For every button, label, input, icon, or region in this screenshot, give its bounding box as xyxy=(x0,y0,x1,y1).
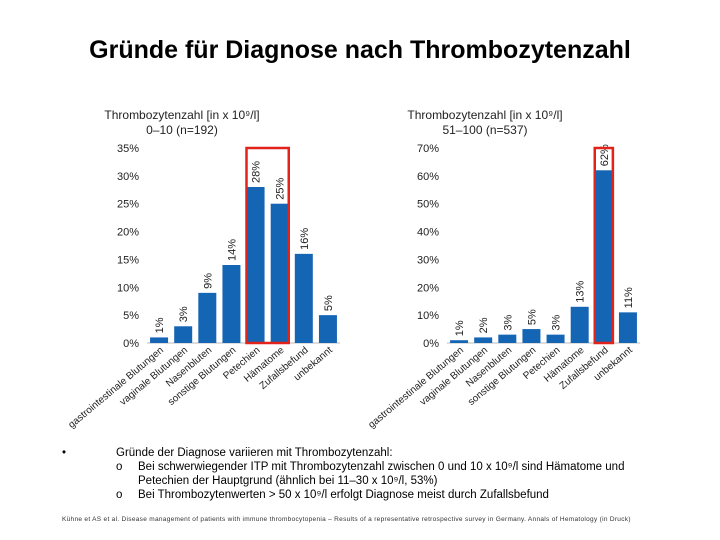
y-tick-label: 30% xyxy=(117,171,139,183)
data-label: 1% xyxy=(154,317,166,333)
bar xyxy=(174,326,193,343)
bar xyxy=(618,312,637,343)
y-tick-label: 20% xyxy=(117,227,139,239)
data-label: 5% xyxy=(323,295,335,311)
y-tick-label: 25% xyxy=(117,199,139,211)
data-label: 3% xyxy=(502,315,514,331)
y-tick-label: 50% xyxy=(417,199,439,211)
notes-main: Gründe der Diagnose variieren mit Thromb… xyxy=(116,447,393,459)
notes-sub-text: Bei schwerwiegender ITP mit Thrombozyten… xyxy=(138,461,625,487)
notes: • Gründe der Diagnose variieren mit Thro… xyxy=(62,446,662,502)
bar xyxy=(222,265,241,343)
y-tick-label: 5% xyxy=(123,310,139,322)
y-tick-label: 35% xyxy=(117,143,139,155)
data-label: 11% xyxy=(623,287,635,308)
slide-title: Gründe für Diagnose nach Thrombozytenzah… xyxy=(89,36,631,64)
bullet-icon: • xyxy=(62,447,67,459)
chart-1-title: Thrombozytenzahl [in x 10⁹/l] 0–10 (n=19… xyxy=(92,108,272,138)
chart-2-title-line1: Thrombozytenzahl [in x 10⁹/l] xyxy=(407,108,563,122)
bar xyxy=(474,337,493,343)
bar xyxy=(498,334,517,343)
footer-citation: Kühne et AS et al. Disease management of… xyxy=(62,516,631,523)
bar xyxy=(594,170,613,343)
data-label: 16% xyxy=(299,228,311,250)
chart-2-title-line2: 51–100 (n=537) xyxy=(442,123,528,137)
chart-1-title-line2: 0–10 (n=192) xyxy=(146,123,218,137)
data-label: 28% xyxy=(251,161,263,183)
sub-bullet-icon: o xyxy=(116,461,123,473)
y-tick-label: 0% xyxy=(423,338,439,350)
data-label: 9% xyxy=(202,273,214,289)
chart-1-title-line1: Thrombozytenzahl [in x 10⁹/l] xyxy=(104,108,260,122)
data-label: 2% xyxy=(478,317,490,333)
y-tick-label: 15% xyxy=(117,254,139,266)
data-label: 62% xyxy=(599,144,611,166)
bar xyxy=(450,340,469,343)
y-tick-label: 70% xyxy=(417,143,439,155)
y-tick-label: 10% xyxy=(117,282,139,294)
notes-sub-text: Bei Thrombozytenwerten > 50 x 10⁹/l erfo… xyxy=(138,489,549,501)
data-label: 3% xyxy=(178,306,190,322)
bar xyxy=(294,253,313,343)
x-tick-label: gastrointestinale Blutungen xyxy=(367,345,466,431)
bar xyxy=(546,334,565,343)
y-tick-label: 30% xyxy=(417,254,439,266)
highlight-box xyxy=(593,146,615,345)
bar xyxy=(198,292,217,343)
bar xyxy=(246,187,265,343)
data-label: 5% xyxy=(526,309,538,325)
bar xyxy=(570,306,589,343)
y-tick-label: 10% xyxy=(417,310,439,322)
highlight-box xyxy=(245,146,290,345)
notes-sub-item: o Bei schwerwiegender ITP mit Thrombozyt… xyxy=(116,460,662,488)
y-tick-label: 40% xyxy=(417,227,439,239)
data-label: 1% xyxy=(454,320,466,336)
chart-2-title: Thrombozytenzahl [in x 10⁹/l] 51–100 (n=… xyxy=(395,108,575,138)
y-tick-label: 20% xyxy=(417,282,439,294)
notes-sub-item: o Bei Thrombozytenwerten > 50 x 10⁹/l er… xyxy=(116,488,662,502)
y-tick-label: 0% xyxy=(123,338,139,350)
data-label: 14% xyxy=(226,239,238,261)
bar xyxy=(522,329,541,343)
sub-bullet-icon: o xyxy=(116,489,123,501)
y-tick-label: 60% xyxy=(417,171,439,183)
bar xyxy=(150,337,169,343)
bar xyxy=(270,203,289,343)
bar xyxy=(318,315,337,343)
data-label: 3% xyxy=(551,315,563,331)
data-label: 13% xyxy=(575,281,587,303)
data-label: 25% xyxy=(275,177,287,199)
